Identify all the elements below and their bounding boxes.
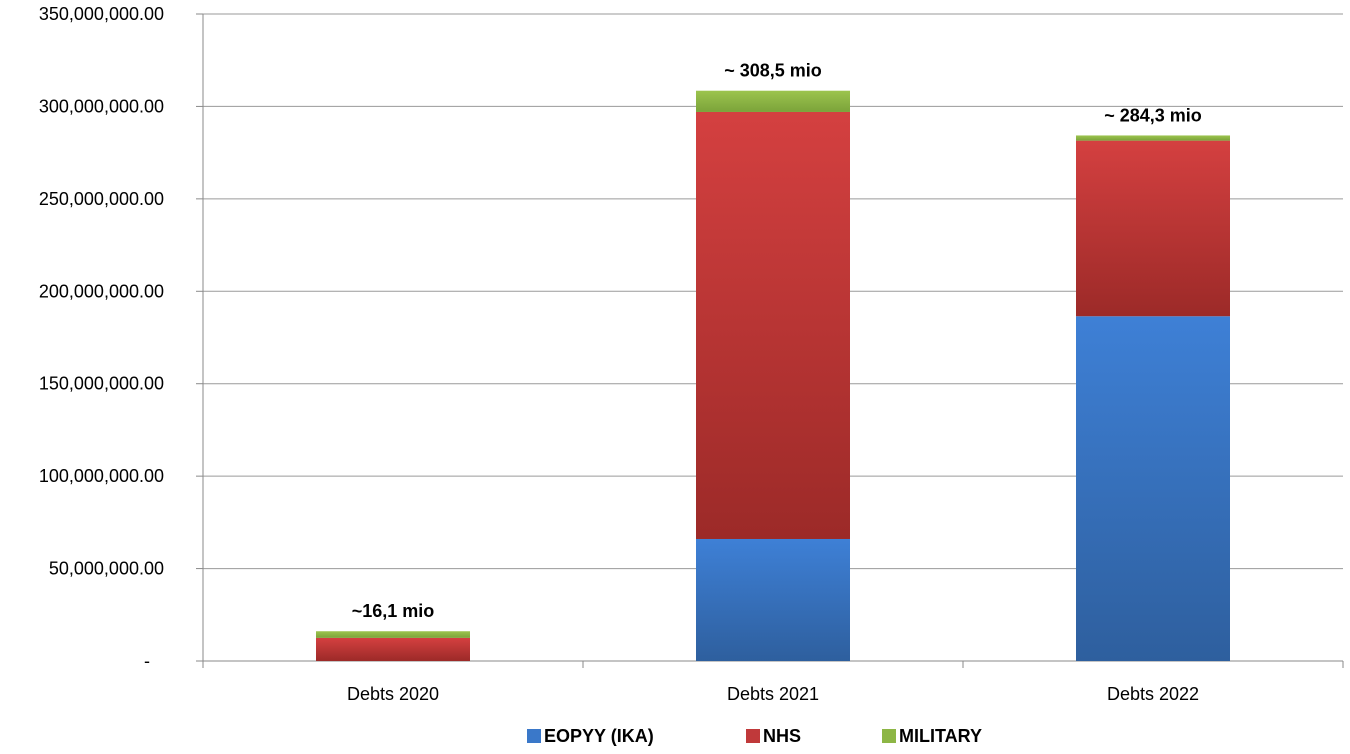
y-tick-label: 250,000,000.00: [39, 189, 164, 209]
x-category-label: Debts 2021: [727, 684, 819, 704]
bar-segment-military: [696, 90, 850, 112]
bars: [316, 90, 1230, 661]
bar-segment-military: [316, 631, 470, 638]
bar-segment-nhs: [316, 637, 470, 661]
y-tick-label: 350,000,000.00: [39, 4, 164, 24]
y-tick-label: 200,000,000.00: [39, 281, 164, 301]
legend-item: EOPYY (IKA): [527, 726, 654, 746]
bar-segment-nhs: [1076, 140, 1230, 317]
bar-total-label: ~ 284,3 mio: [1104, 105, 1202, 125]
bar-segment-eopyy-ika: [696, 538, 850, 661]
legend-swatch: [527, 729, 541, 743]
legend: EOPYY (IKA) NHS MILITARY: [527, 726, 982, 746]
bar-segment-eopyy-ika: [1076, 316, 1230, 661]
legend-swatch: [746, 729, 760, 743]
x-category-label: Debts 2022: [1107, 684, 1199, 704]
bar-segment-nhs: [696, 111, 850, 539]
bar-total-labels: ~16,1 mio ~ 308,5 mio ~ 284,3 mio: [352, 61, 1202, 622]
bar-total-label: ~16,1 mio: [352, 601, 435, 621]
legend-item: MILITARY: [882, 726, 982, 746]
bar-segment-military: [1076, 135, 1230, 141]
bar-total-label: ~ 308,5 mio: [724, 61, 822, 81]
legend-swatch: [882, 729, 896, 743]
legend-label: NHS: [763, 726, 801, 746]
legend-label: MILITARY: [899, 726, 982, 746]
y-tick-label: 50,000,000.00: [49, 559, 164, 579]
x-axis-category-labels: Debts 2020 Debts 2021 Debts 2022: [347, 684, 1199, 704]
legend-label: EOPYY (IKA): [544, 726, 654, 746]
y-tick-label: 150,000,000.00: [39, 374, 164, 394]
y-tick-label: -: [144, 651, 150, 671]
legend-item: NHS: [746, 726, 801, 746]
x-category-label: Debts 2020: [347, 684, 439, 704]
y-tick-label: 100,000,000.00: [39, 466, 164, 486]
y-axis-tick-labels: - 50,000,000.00 100,000,000.00 150,000,000.…: [39, 4, 164, 671]
y-tick-label: 300,000,000.00: [39, 96, 164, 116]
